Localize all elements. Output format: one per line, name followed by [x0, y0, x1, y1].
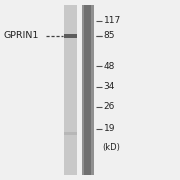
Text: (kD): (kD) [103, 143, 120, 152]
Text: 117: 117 [103, 16, 121, 25]
Text: 19: 19 [103, 124, 115, 133]
Bar [64, 132, 77, 135]
Bar [82, 5, 94, 175]
Bar [84, 5, 91, 175]
Bar [64, 5, 77, 175]
Text: 85: 85 [103, 31, 115, 40]
Text: GPRIN1: GPRIN1 [4, 31, 39, 40]
Text: 48: 48 [103, 62, 115, 71]
Text: 26: 26 [103, 102, 115, 111]
Bar [64, 34, 77, 38]
Text: 34: 34 [103, 82, 115, 91]
